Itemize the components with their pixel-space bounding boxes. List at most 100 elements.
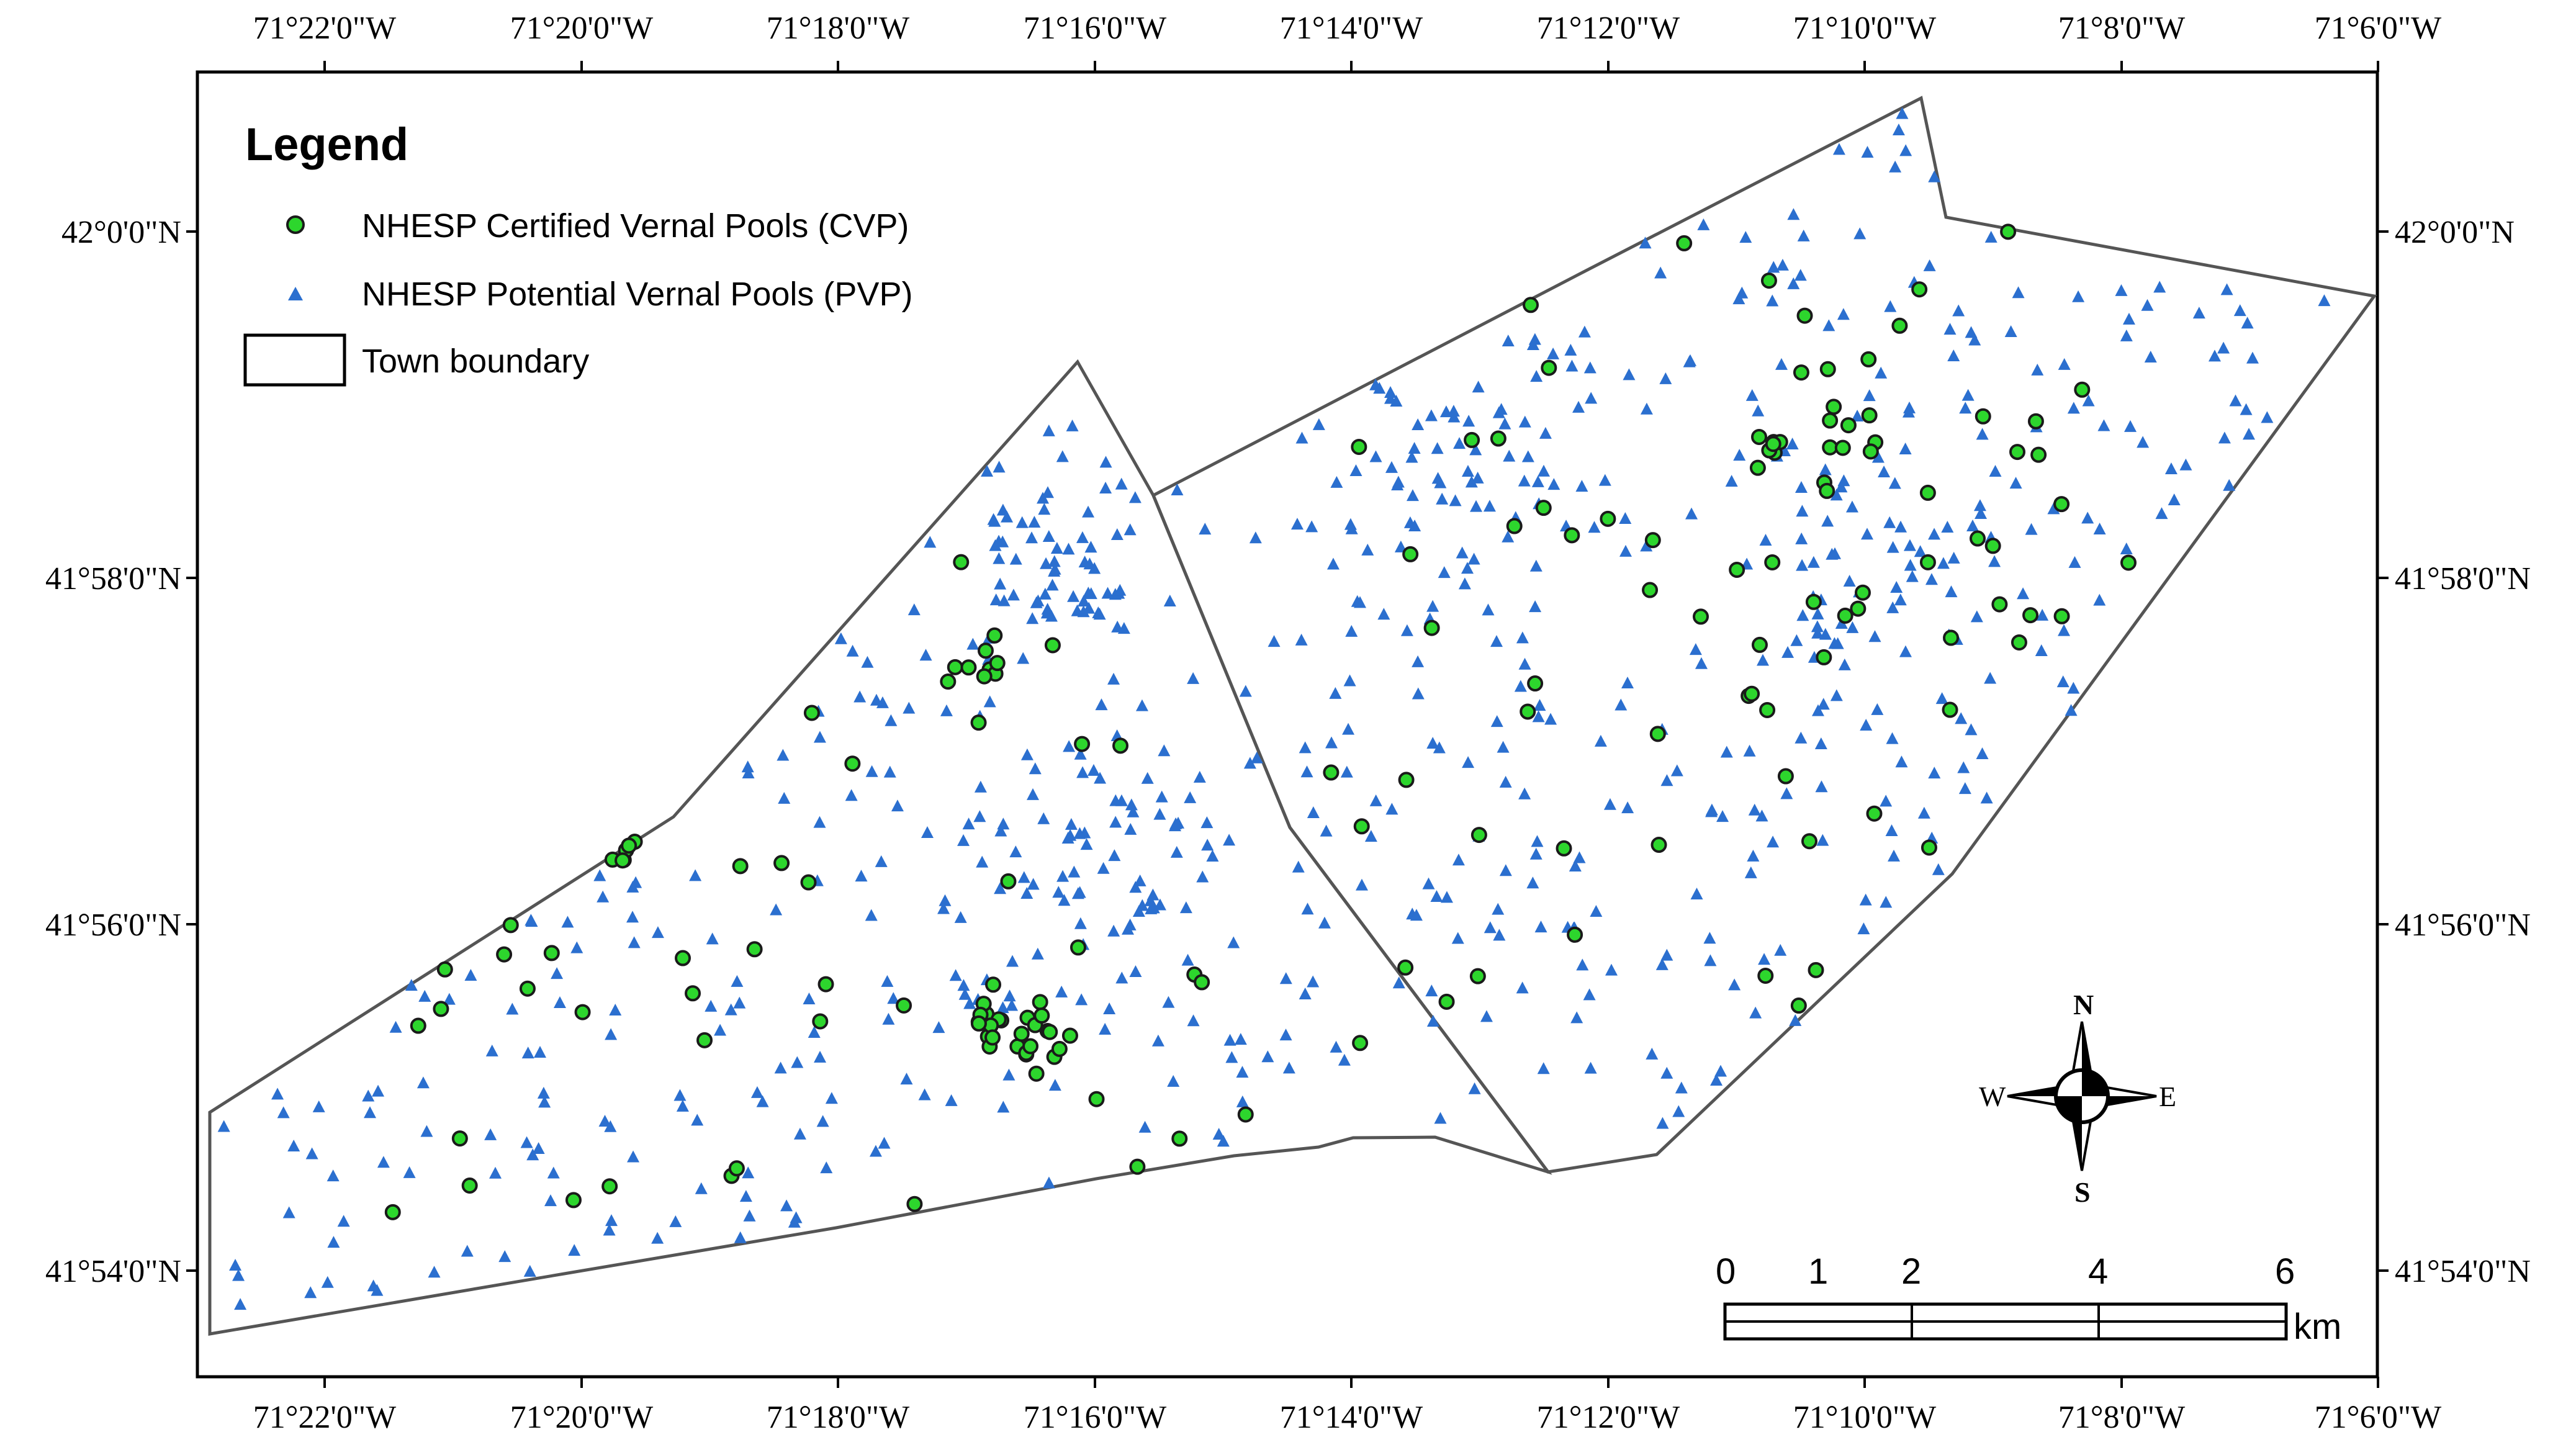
cvp-marker bbox=[1805, 593, 1822, 610]
pvp-marker bbox=[1831, 637, 1844, 649]
cvp-marker bbox=[1535, 500, 1552, 516]
cvp-marker bbox=[496, 946, 513, 963]
pvp-marker bbox=[954, 911, 967, 923]
pvp-marker bbox=[1906, 570, 1919, 582]
pvp-marker bbox=[1639, 236, 1652, 249]
pvp-marker bbox=[1976, 428, 1989, 440]
x-tick-label-top: 71°18'0"W bbox=[767, 11, 909, 46]
pvp-marker bbox=[1899, 645, 1912, 657]
pvp-marker bbox=[1390, 394, 1403, 407]
pvp-marker bbox=[1790, 634, 1803, 646]
pvp-marker bbox=[1837, 308, 1850, 320]
pvp-marker bbox=[962, 817, 975, 830]
pvp-marker bbox=[597, 890, 610, 903]
pvp-marker bbox=[981, 464, 994, 477]
pvp-marker bbox=[2082, 394, 2095, 407]
pvp-marker bbox=[604, 1120, 617, 1132]
cvp-marker bbox=[1644, 532, 1661, 549]
pvp-marker bbox=[1947, 551, 1960, 564]
pvp-marker bbox=[966, 637, 980, 650]
pvp-marker bbox=[1115, 971, 1128, 984]
pvp-marker bbox=[1928, 170, 1941, 182]
y-tick-label-left: 42°0'0"N bbox=[61, 215, 181, 250]
pvp-marker bbox=[1125, 798, 1138, 811]
pvp-marker bbox=[2168, 493, 2181, 506]
pvp-marker bbox=[1440, 891, 1453, 903]
pvp-marker bbox=[1776, 258, 1789, 271]
pvp-marker bbox=[2031, 363, 2044, 376]
pvp-marker bbox=[1279, 972, 1292, 984]
pvp-marker bbox=[1369, 378, 1382, 390]
pvp-marker bbox=[813, 816, 826, 828]
pvp-marker bbox=[1249, 531, 1262, 544]
pvp-marker bbox=[1594, 734, 1607, 747]
cvp-marker bbox=[2053, 608, 2070, 624]
pvp-marker bbox=[1965, 723, 1978, 736]
pvp-marker bbox=[418, 989, 431, 1002]
pvp-marker bbox=[1038, 587, 1052, 600]
pvp-marker bbox=[2058, 624, 2071, 636]
pvp-marker bbox=[1153, 808, 1166, 820]
pvp-marker bbox=[1675, 1081, 1688, 1094]
compass-label-north: N bbox=[2073, 989, 2094, 1020]
pvp-marker bbox=[1529, 559, 1542, 572]
pvp-marker bbox=[521, 1047, 534, 1059]
pvp-marker bbox=[1307, 806, 1320, 818]
pvp-marker bbox=[1564, 343, 1577, 356]
pvp-marker bbox=[1928, 767, 1941, 779]
pvp-marker bbox=[1425, 984, 1438, 997]
cvp-marker bbox=[812, 1013, 829, 1030]
pvp-marker bbox=[1845, 500, 1858, 513]
cvp-marker bbox=[615, 852, 631, 869]
pvp-marker bbox=[2261, 411, 2274, 423]
pvp-marker bbox=[1705, 803, 1718, 816]
pvp-marker bbox=[327, 1169, 340, 1182]
pvp-marker bbox=[1392, 976, 1405, 989]
pvp-marker bbox=[1223, 834, 1236, 846]
pvp-marker bbox=[1456, 546, 1469, 559]
pvp-marker bbox=[1690, 888, 1703, 900]
pvp-marker bbox=[1400, 624, 1413, 636]
pvp-marker bbox=[1756, 654, 1769, 666]
pvp-marker bbox=[1170, 845, 1183, 858]
pvp-marker bbox=[1888, 849, 1901, 862]
pvp-marker bbox=[1009, 845, 1022, 858]
pvp-marker bbox=[1038, 503, 1051, 515]
pvp-marker bbox=[1685, 507, 1698, 520]
pvp-marker bbox=[1147, 901, 1160, 914]
pvp-marker bbox=[1745, 389, 1759, 401]
pvp-marker bbox=[372, 1084, 385, 1097]
pvp-marker bbox=[676, 1099, 689, 1112]
pvp-marker bbox=[1132, 904, 1145, 917]
cvp-marker bbox=[1051, 1040, 1068, 1057]
pvp-marker bbox=[1071, 604, 1084, 616]
cvp-marker bbox=[1911, 281, 1928, 298]
pvp-marker bbox=[1099, 1022, 1112, 1035]
cvp-marker bbox=[1790, 997, 1807, 1014]
pvp-marker bbox=[2097, 419, 2110, 431]
cvp-marker bbox=[817, 976, 834, 993]
pvp-marker bbox=[1502, 334, 1515, 346]
pvp-marker bbox=[1959, 402, 1972, 414]
pvp-marker bbox=[1448, 410, 1461, 423]
pvp-marker bbox=[1495, 403, 1508, 415]
x-ticks-top: 71°22'0"W 71°20'0"W 71°18'0"W 71°16'0"W 71°1… bbox=[253, 11, 2441, 72]
pvp-marker bbox=[1117, 622, 1130, 634]
pvp-marker bbox=[1133, 874, 1146, 886]
pvp-marker bbox=[883, 765, 896, 778]
pvp-marker bbox=[1055, 985, 1068, 997]
pvp-marker bbox=[2153, 281, 2166, 293]
pvp-marker bbox=[691, 1114, 704, 1126]
pvp-marker bbox=[1461, 562, 1474, 574]
pvp-marker bbox=[669, 1215, 682, 1227]
pvp-marker bbox=[993, 461, 1006, 473]
pvp-marker bbox=[1521, 450, 1534, 462]
pvp-marker bbox=[1811, 620, 1824, 633]
y-tick-label-right: 42°0'0"N bbox=[2395, 215, 2515, 250]
pvp-marker bbox=[1384, 385, 1397, 398]
cvp-marker bbox=[1000, 873, 1017, 889]
pvp-marker bbox=[1067, 590, 1080, 602]
pvp-marker bbox=[520, 1136, 533, 1148]
pvp-marker bbox=[1236, 1066, 1249, 1078]
pvp-marker bbox=[498, 1250, 511, 1263]
